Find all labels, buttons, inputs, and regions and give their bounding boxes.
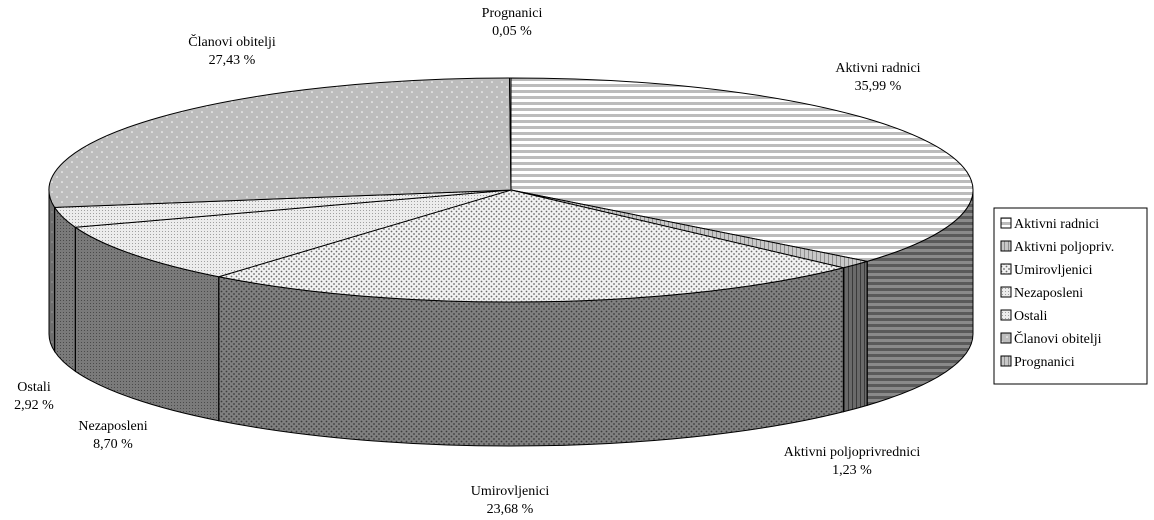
slice-label-value: 27,43 %: [209, 53, 256, 68]
legend-swatch: [1000, 217, 1012, 229]
legend-swatch: [1000, 286, 1012, 298]
legend-entry-nezaposleni: Nezaposleni: [1000, 286, 1083, 301]
legend-entry-prognanici: Prognanici: [1000, 355, 1075, 370]
slice-labels: Aktivni radnici 35,99 % Aktivni poljoprivr…: [14, 6, 921, 517]
legend-label: Aktivni poljopriv.: [1014, 240, 1114, 255]
slice-label-aktivni-radnici: Aktivni radnici 35,99 %: [835, 61, 920, 94]
pie-side-clanovi-obitelji: [48, 189, 56, 354]
legend-entry-clanovi-obitelji: Članovi obitelji: [1000, 330, 1102, 347]
legend-label: Aktivni radnici: [1014, 217, 1099, 232]
slice-label-name: Umirovljenici: [471, 484, 550, 499]
slice-label-value: 2,92 %: [14, 398, 54, 413]
slice-label-value: 0,05 %: [492, 24, 532, 39]
legend-label: Umirovljenici: [1014, 263, 1093, 278]
pie-sides: [48, 189, 974, 447]
slice-label-nezaposleni: Nezaposleni 8,70 %: [78, 419, 147, 452]
slice-label-aktivni-poljopriv: Aktivni poljoprivrednici 1,23 %: [784, 445, 921, 478]
slice-label-name: Prognanici: [482, 6, 543, 21]
slice-label-ostali: Ostali 2,92 %: [14, 380, 54, 413]
slice-label-umirovljenici: Umirovljenici 23,68 %: [471, 484, 550, 517]
legend-swatch: [1000, 263, 1012, 275]
slice-label-name: Ostali: [17, 380, 51, 395]
slice-label-value: 8,70 %: [93, 437, 133, 452]
pie-side-ostali: [54, 205, 76, 373]
pie-slice-prognanici: [509, 77, 512, 191]
legend-swatch: [1000, 309, 1012, 321]
slice-label-clanovi-obitelji: Članovi obitelji 27,43 %: [188, 33, 276, 68]
legend-label: Ostali: [1014, 309, 1048, 324]
legend-box: [993, 207, 1148, 385]
pie-slice-clanovi-obitelji: [48, 77, 512, 208]
pie-tops: [48, 77, 974, 303]
legend-swatch: [1000, 240, 1012, 252]
legend-entry-umirovljenici: Umirovljenici: [1000, 263, 1093, 278]
legend-swatch: [1000, 355, 1012, 367]
slice-label-name: Nezaposleni: [78, 419, 147, 434]
slice-label-prognanici: Prognanici 0,05 %: [482, 6, 543, 39]
slice-label-name: Aktivni radnici: [835, 61, 920, 76]
legend-label: Članovi obitelji: [1014, 330, 1102, 347]
slice-label-name: Članovi obitelji: [188, 33, 276, 50]
pie-side-aktivni-poljopriv: [842, 260, 868, 413]
slice-label-value: 1,23 %: [832, 463, 872, 478]
slice-label-value: 35,99 %: [855, 79, 902, 94]
slice-label-name: Aktivni poljoprivrednici: [784, 445, 921, 460]
pie-slice-nezaposleni: [73, 189, 512, 278]
legend-entry-aktivni-radnici: Aktivni radnici: [1000, 217, 1099, 232]
slice-label-value: 23,68 %: [487, 502, 534, 515]
legend-entry-ostali: Ostali: [1000, 309, 1048, 324]
legend-swatch: [1000, 332, 1012, 344]
pie-slice-aktivni-radnici: [510, 77, 974, 262]
pie-slice-umirovljenici: [218, 189, 844, 303]
legend: Aktivni radnici Aktivni poljopriv. Umirovl…: [993, 207, 1148, 385]
legend-entry-aktivni-poljopriv: Aktivni poljopriv.: [1000, 240, 1114, 255]
legend-label: Prognanici: [1014, 355, 1075, 370]
legend-label: Nezaposleni: [1014, 286, 1083, 301]
